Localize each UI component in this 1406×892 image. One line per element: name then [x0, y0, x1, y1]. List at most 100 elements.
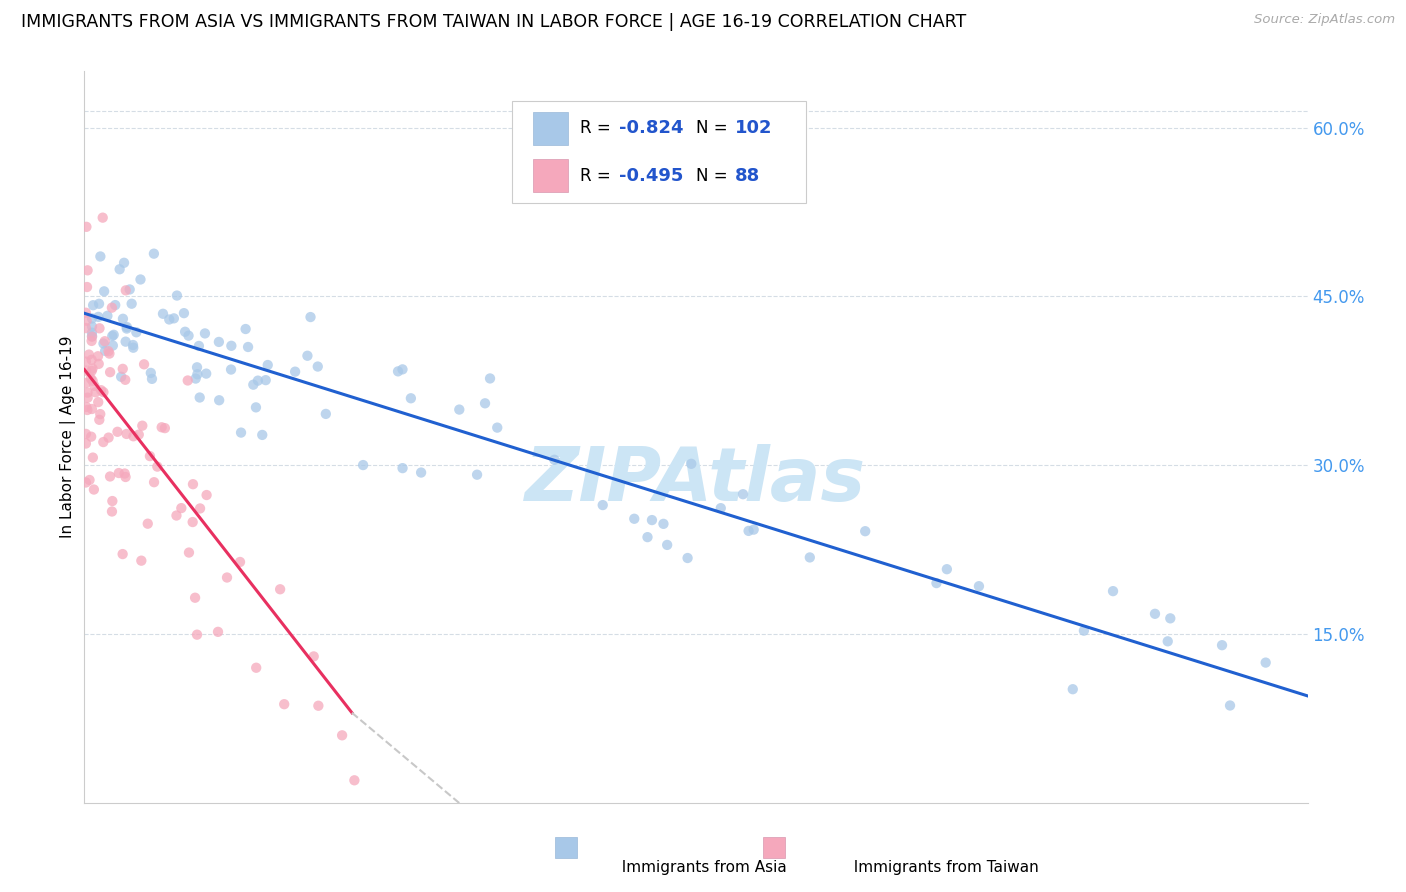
Point — [139, 449, 162, 463]
Point — [194, 326, 217, 341]
Bar — [555, 838, 578, 858]
Point — [101, 504, 124, 518]
Point — [731, 487, 754, 501]
Point — [82, 450, 104, 465]
Bar — [533, 159, 568, 192]
Point — [187, 339, 209, 353]
Point — [465, 467, 488, 482]
Point — [284, 365, 307, 379]
Point — [1219, 698, 1241, 713]
Point — [256, 358, 278, 372]
Point — [75, 400, 97, 414]
Point — [166, 508, 188, 523]
Point — [221, 339, 243, 353]
Point — [1159, 611, 1181, 625]
Point — [87, 310, 110, 324]
Text: Immigrants from Asia: Immigrants from Asia — [612, 860, 786, 874]
Point — [330, 728, 353, 742]
Point — [132, 357, 155, 371]
Point — [742, 523, 765, 537]
Point — [80, 329, 103, 343]
Point — [307, 698, 329, 713]
Point — [125, 326, 148, 340]
Point — [112, 256, 135, 270]
Point — [474, 396, 496, 410]
Point — [114, 334, 136, 349]
Point — [592, 498, 614, 512]
Point — [75, 436, 97, 450]
Point — [242, 377, 264, 392]
Point — [128, 427, 150, 442]
Point — [94, 343, 117, 358]
Point — [1211, 638, 1233, 652]
Point — [93, 285, 115, 299]
Point — [219, 362, 242, 376]
Point — [107, 425, 129, 439]
Point — [131, 554, 153, 568]
Point — [163, 311, 186, 326]
Point — [141, 372, 163, 386]
Bar — [763, 838, 786, 858]
Point — [93, 336, 115, 351]
Point — [111, 362, 134, 376]
Point — [245, 661, 267, 675]
Point — [84, 385, 107, 400]
Point — [177, 374, 200, 388]
Point — [150, 420, 173, 434]
Point — [207, 624, 229, 639]
Point — [118, 282, 141, 296]
Point — [97, 344, 120, 359]
Point — [77, 348, 100, 362]
Point — [343, 773, 366, 788]
Point — [129, 272, 152, 286]
Point — [925, 576, 948, 591]
Point — [103, 327, 125, 342]
Point — [391, 461, 413, 475]
Point — [101, 338, 124, 352]
Point — [80, 430, 103, 444]
Point — [637, 530, 659, 544]
Text: IMMIGRANTS FROM ASIA VS IMMIGRANTS FROM TAIWAN IN LABOR FORCE | AGE 16-19 CORREL: IMMIGRANTS FROM ASIA VS IMMIGRANTS FROM … — [21, 13, 966, 31]
Point — [79, 473, 101, 487]
Point — [710, 501, 733, 516]
Point — [87, 297, 110, 311]
Point — [208, 393, 231, 408]
Point — [387, 364, 409, 378]
Point — [122, 341, 145, 355]
Point — [115, 321, 138, 335]
Point — [486, 420, 509, 434]
Point — [80, 311, 103, 326]
Point — [307, 359, 329, 374]
Point — [76, 385, 98, 400]
Point — [188, 391, 211, 405]
Point — [91, 211, 114, 225]
Point — [83, 379, 105, 393]
Point — [75, 364, 97, 378]
Point — [80, 364, 103, 378]
Point — [94, 334, 117, 349]
Point — [177, 545, 200, 559]
Text: ZIPAtlas: ZIPAtlas — [526, 444, 866, 517]
Point — [186, 628, 208, 642]
Point — [80, 319, 103, 334]
Point — [89, 250, 111, 264]
Point — [104, 298, 127, 312]
Point — [89, 321, 111, 335]
Point — [195, 367, 218, 381]
Point — [188, 501, 211, 516]
Point — [170, 501, 193, 516]
Point — [89, 407, 111, 421]
Point — [254, 373, 277, 387]
Point — [173, 306, 195, 320]
Point — [76, 391, 98, 405]
Point — [676, 551, 699, 566]
Point — [75, 321, 97, 335]
Point — [299, 310, 322, 324]
Point — [273, 697, 295, 711]
Point — [1062, 682, 1084, 697]
Point — [1157, 634, 1180, 648]
Point — [297, 349, 319, 363]
Text: N =: N = — [696, 119, 733, 137]
Point — [101, 301, 124, 315]
Text: 88: 88 — [735, 167, 761, 185]
